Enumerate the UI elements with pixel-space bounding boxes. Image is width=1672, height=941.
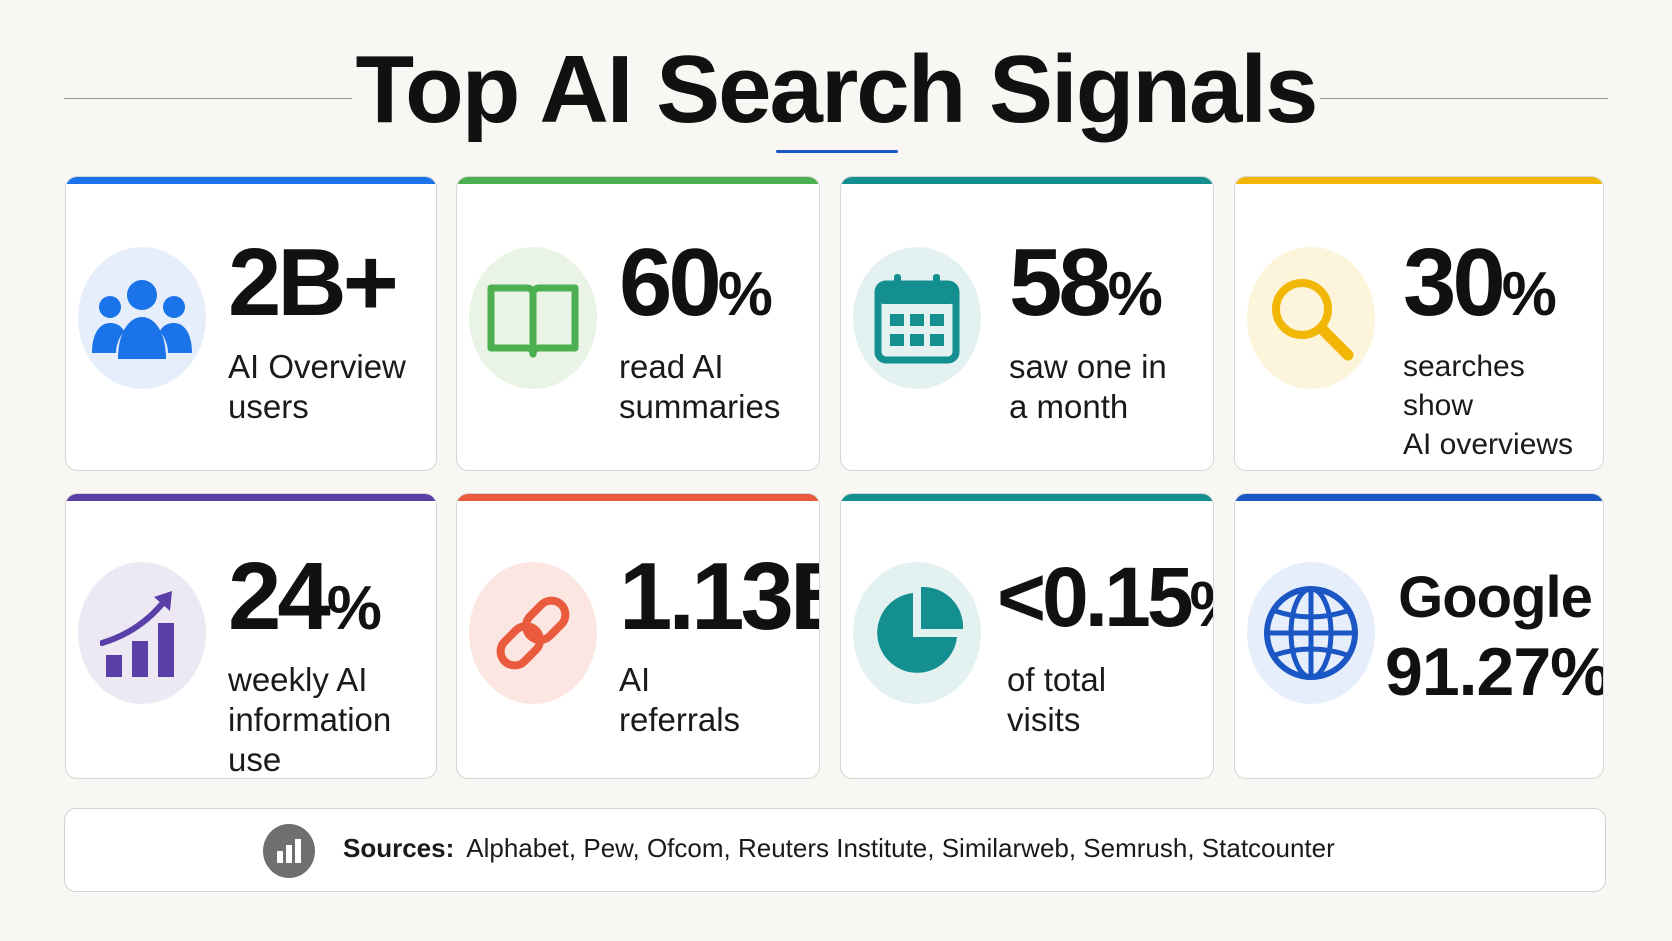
icon-badge [1247, 562, 1375, 704]
stat-label: read AI summaries [619, 348, 781, 425]
stat-number: 1.13B [619, 543, 819, 650]
icon-badge [1247, 247, 1375, 389]
header: Top AI Search Signals [0, 0, 1672, 160]
stat-value: <0.15% [997, 547, 1213, 654]
stat-value: 1.13B [619, 547, 819, 659]
stat-card-weekly-ai-information-use: 24% weekly AI information use [65, 493, 437, 779]
stat-card-ai-referrals: 1.13B AI referrals [456, 493, 820, 779]
trend-chart-icon [100, 591, 174, 677]
card-accent-bar [841, 494, 1213, 501]
icon-badge [853, 562, 981, 704]
card-accent-bar [1235, 494, 1603, 501]
icon-badge [469, 247, 597, 389]
title-rule-right [1320, 98, 1608, 99]
icon-badge [78, 562, 206, 704]
stat-unit: % [1501, 260, 1557, 329]
sources-text: Sources: Alphabet, Pew, Ofcom, Reuters In… [343, 833, 1335, 864]
stat-number: <0.15 [997, 550, 1194, 644]
open-book-icon [487, 284, 579, 358]
stat-card-google-share: Google 91.27% [1234, 493, 1604, 779]
page-title: Top AI Search Signals [355, 36, 1319, 143]
link-icon [496, 596, 570, 670]
stat-label: AI referrals [619, 661, 741, 738]
stat-value: 24% [228, 547, 382, 659]
stat-number: 30 [1403, 229, 1506, 336]
stat-unit: % [1107, 260, 1163, 329]
calendar-icon [874, 274, 960, 364]
stat-label: of total visits [1007, 661, 1107, 738]
stat-label: AI Overview users [228, 348, 406, 425]
card-accent-bar [841, 177, 1213, 184]
card-accent-bar [457, 494, 819, 501]
source-badge [263, 824, 315, 878]
icon-badge [78, 247, 206, 389]
stat-label: searches show AI overviews [1403, 350, 1574, 461]
stat-number: 2B+ [228, 229, 399, 336]
card-accent-bar [457, 177, 819, 184]
stat-number: 60 [619, 229, 722, 336]
stat-value: 60% [619, 233, 773, 345]
stat-card-ai-overview-users: 2B+ AI Overview users [65, 176, 437, 471]
stat-unit: % [717, 260, 773, 329]
title-underline [776, 150, 898, 153]
stat-value: 2B+ [228, 233, 399, 345]
icon-badge [469, 562, 597, 704]
sources-bar: Sources: Alphabet, Pew, Ofcom, Reuters In… [64, 808, 1606, 892]
pie-chart-icon [877, 586, 964, 673]
stat-number: 58 [1009, 229, 1112, 336]
stat-card-of-total-visits: <0.15% of total visits [840, 493, 1214, 779]
stat-value: 30% [1403, 233, 1557, 345]
stat-card-read-ai-summaries: 60% read AI summaries [456, 176, 820, 471]
card-accent-bar [66, 494, 436, 501]
stat-unit: % [326, 574, 382, 643]
stat-label: weekly AI information use [228, 661, 392, 778]
stat-number: 24 [228, 543, 331, 650]
sources-label: Sources: [343, 833, 455, 863]
title-rule-left [64, 98, 352, 99]
icon-badge [853, 247, 981, 389]
stat-value: 58% [1009, 233, 1163, 345]
stat-label: saw one in a month [1009, 348, 1167, 425]
users-icon [92, 280, 192, 359]
stat-value-line1: Google [1398, 565, 1593, 630]
card-accent-bar [1235, 177, 1603, 184]
magnifier-icon [1272, 279, 1354, 361]
globe-icon [1264, 586, 1358, 680]
sources-list: Alphabet, Pew, Ofcom, Reuters Institute,… [466, 833, 1335, 863]
stat-card-saw-one-in-a-month: 58% saw one in a month [840, 176, 1214, 471]
stat-card-searches-show-ai-overviews: 30% searches show AI overviews [1234, 176, 1604, 471]
card-accent-bar [66, 177, 436, 184]
bar-chart-icon [277, 839, 301, 863]
stat-value-line2: 91.27% [1385, 634, 1604, 710]
stat-unit: % [1190, 568, 1213, 640]
